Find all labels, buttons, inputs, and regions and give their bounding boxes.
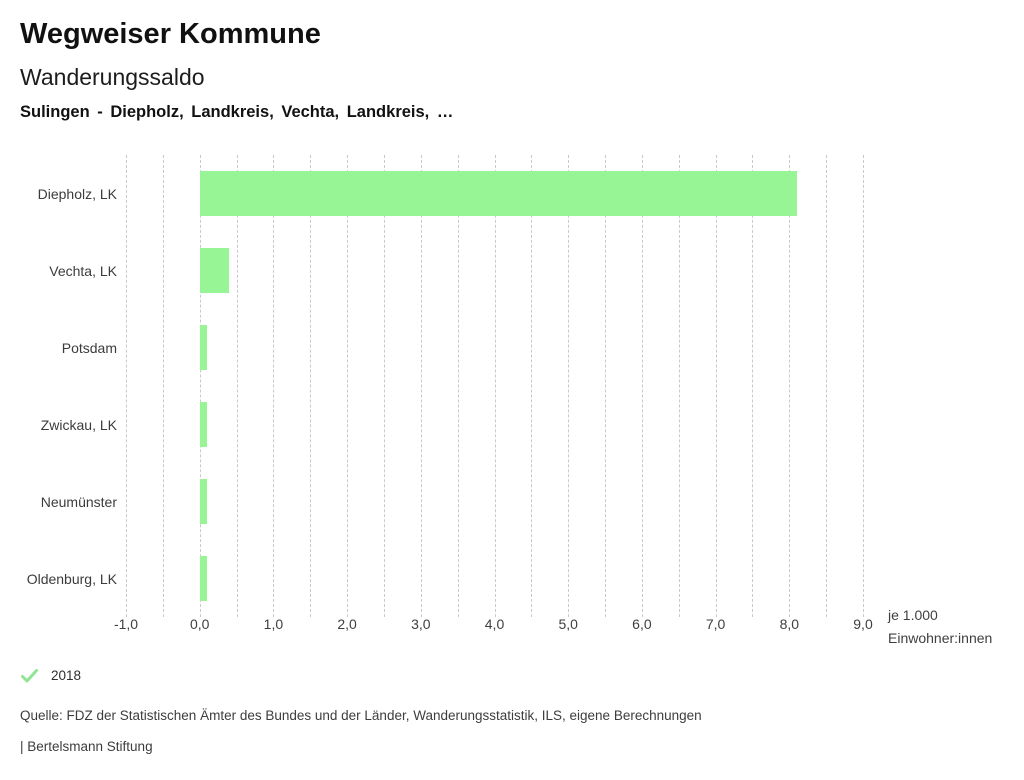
gridline (752, 155, 754, 617)
gridline (273, 155, 275, 617)
bar-zwickau-lk[interactable] (199, 402, 208, 447)
branding-text: | Bertelsmann Stiftung (20, 739, 153, 754)
gridline (531, 155, 533, 617)
gridline (494, 155, 496, 617)
source-text: Quelle: FDZ der Statistischen Ämter des … (20, 708, 702, 723)
legend-item-2018[interactable]: 2018 (21, 668, 81, 683)
x-tick-label: 4,0 (484, 616, 505, 632)
gridline (641, 155, 643, 617)
gridline (789, 155, 791, 617)
gridline (420, 155, 422, 617)
category-label: Diepholz, LK (37, 185, 117, 202)
x-tick-label: 7,0 (705, 616, 726, 632)
bar-potsdam[interactable] (199, 325, 208, 370)
gridline (457, 155, 459, 617)
gridline (126, 155, 127, 617)
x-tick-label: -1,0 (113, 616, 139, 632)
gridline (678, 155, 680, 617)
x-tick-label: 6,0 (632, 616, 652, 632)
gridline (347, 155, 349, 617)
category-label: Vechta, LK (49, 262, 117, 279)
gridline (863, 155, 864, 617)
gridline (236, 155, 238, 617)
bar-oldenburg-lk[interactable] (199, 556, 208, 601)
category-label: Oldenburg, LK (26, 570, 117, 587)
category-label: Zwickau, LK (40, 416, 117, 433)
gridline (605, 155, 607, 617)
gridline (162, 155, 164, 617)
comparison-subtitle: Sulingen - Diepholz, Landkreis, Vechta, … (20, 103, 454, 121)
gridline (568, 155, 570, 617)
checkmark-icon (21, 668, 38, 683)
bar-neum-nster[interactable] (199, 479, 208, 524)
bar-vechta-lk[interactable] (199, 248, 230, 293)
gridline (826, 155, 828, 617)
page-title: Wegweiser Kommune (20, 18, 321, 50)
x-tick-label: 5,0 (558, 616, 578, 632)
x-axis-unit-label: je 1.000 Einwohner:innen (888, 604, 992, 650)
legend-label: 2018 (51, 668, 82, 683)
bar-diepholz-lk[interactable] (199, 171, 797, 216)
x-tick-label: 1,0 (263, 616, 284, 632)
gridline (310, 155, 312, 617)
plot-area (126, 155, 864, 617)
x-axis-unit-line1: je 1.000 (888, 607, 938, 623)
chart-title: Wanderungssaldo (20, 64, 205, 90)
x-tick-label: 8,0 (779, 616, 800, 632)
x-axis-tick-labels: -1,0 0,0 1,0 2,0 3,0 4,0 5,0 6,0 7,0 8,0 9,0 (114, 616, 873, 636)
x-tick-label: 2,0 (337, 616, 357, 632)
gridline (199, 155, 201, 617)
category-label: Neumünster (40, 493, 117, 510)
x-axis-unit-line2: Einwohner:innen (888, 630, 993, 647)
x-tick-label: 0,0 (189, 616, 210, 632)
x-tick-label: 9,0 (853, 616, 873, 632)
gridline (383, 155, 385, 617)
category-axis-labels: Diepholz, LK Vechta, LK Potsdam Zwickau, LK… (0, 155, 117, 617)
x-tick-label: 3,0 (411, 616, 431, 632)
category-label: Potsdam (61, 339, 117, 356)
gridline (715, 155, 717, 617)
